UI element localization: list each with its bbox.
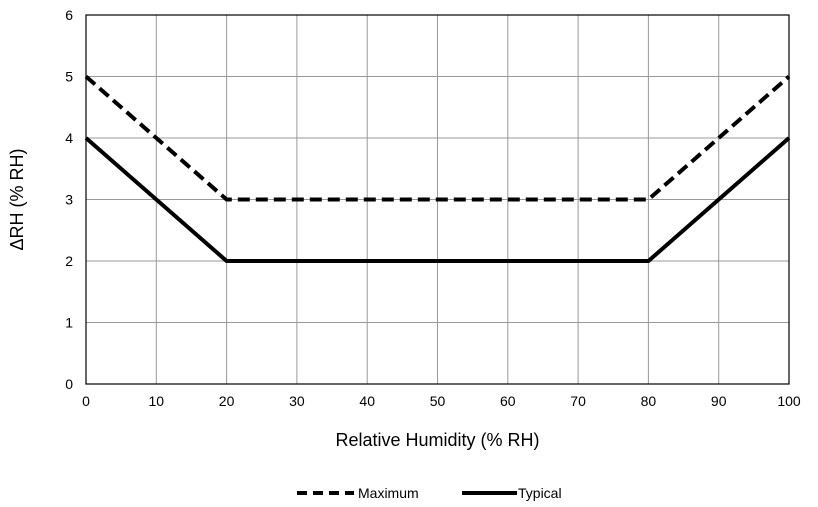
x-tick-label: 40 — [359, 393, 375, 409]
y-tick-label: 4 — [65, 130, 73, 146]
x-tick-label: 70 — [570, 393, 586, 409]
y-tick-label: 3 — [65, 192, 73, 208]
plot-frame — [85, 14, 790, 385]
x-tick-label: 10 — [149, 393, 165, 409]
series-line-maximum — [84, 74, 791, 202]
y-tick-label: 0 — [65, 376, 73, 392]
x-tick-label: 100 — [777, 393, 801, 409]
legend-label-maximum: Maximum — [358, 485, 419, 501]
x-tick-label: 20 — [219, 393, 235, 409]
x-tick-label: 30 — [289, 393, 305, 409]
series-line-typical — [84, 136, 791, 263]
y-tick-label: 5 — [65, 69, 73, 85]
x-tick-label: 50 — [430, 393, 446, 409]
series-layer — [84, 74, 791, 263]
y-tick-label: 6 — [65, 7, 73, 23]
tick-labels: 0 10 20 30 40 50 60 70 80 90 100 0 1 2 3 4 5 6 — [65, 7, 801, 409]
x-tick-label: 90 — [711, 393, 727, 409]
legend: Maximum Typical — [297, 485, 562, 501]
y-tick-label: 2 — [65, 253, 73, 269]
x-axis-title: Relative Humidity (% RH) — [335, 430, 539, 450]
y-axis-title: ΔRH (% RH) — [7, 148, 27, 250]
x-tick-label: 60 — [500, 393, 516, 409]
x-tick-label: 0 — [82, 393, 90, 409]
y-tick-label: 1 — [65, 315, 73, 331]
x-tick-label: 80 — [641, 393, 657, 409]
legend-label-typical: Typical — [518, 485, 562, 501]
